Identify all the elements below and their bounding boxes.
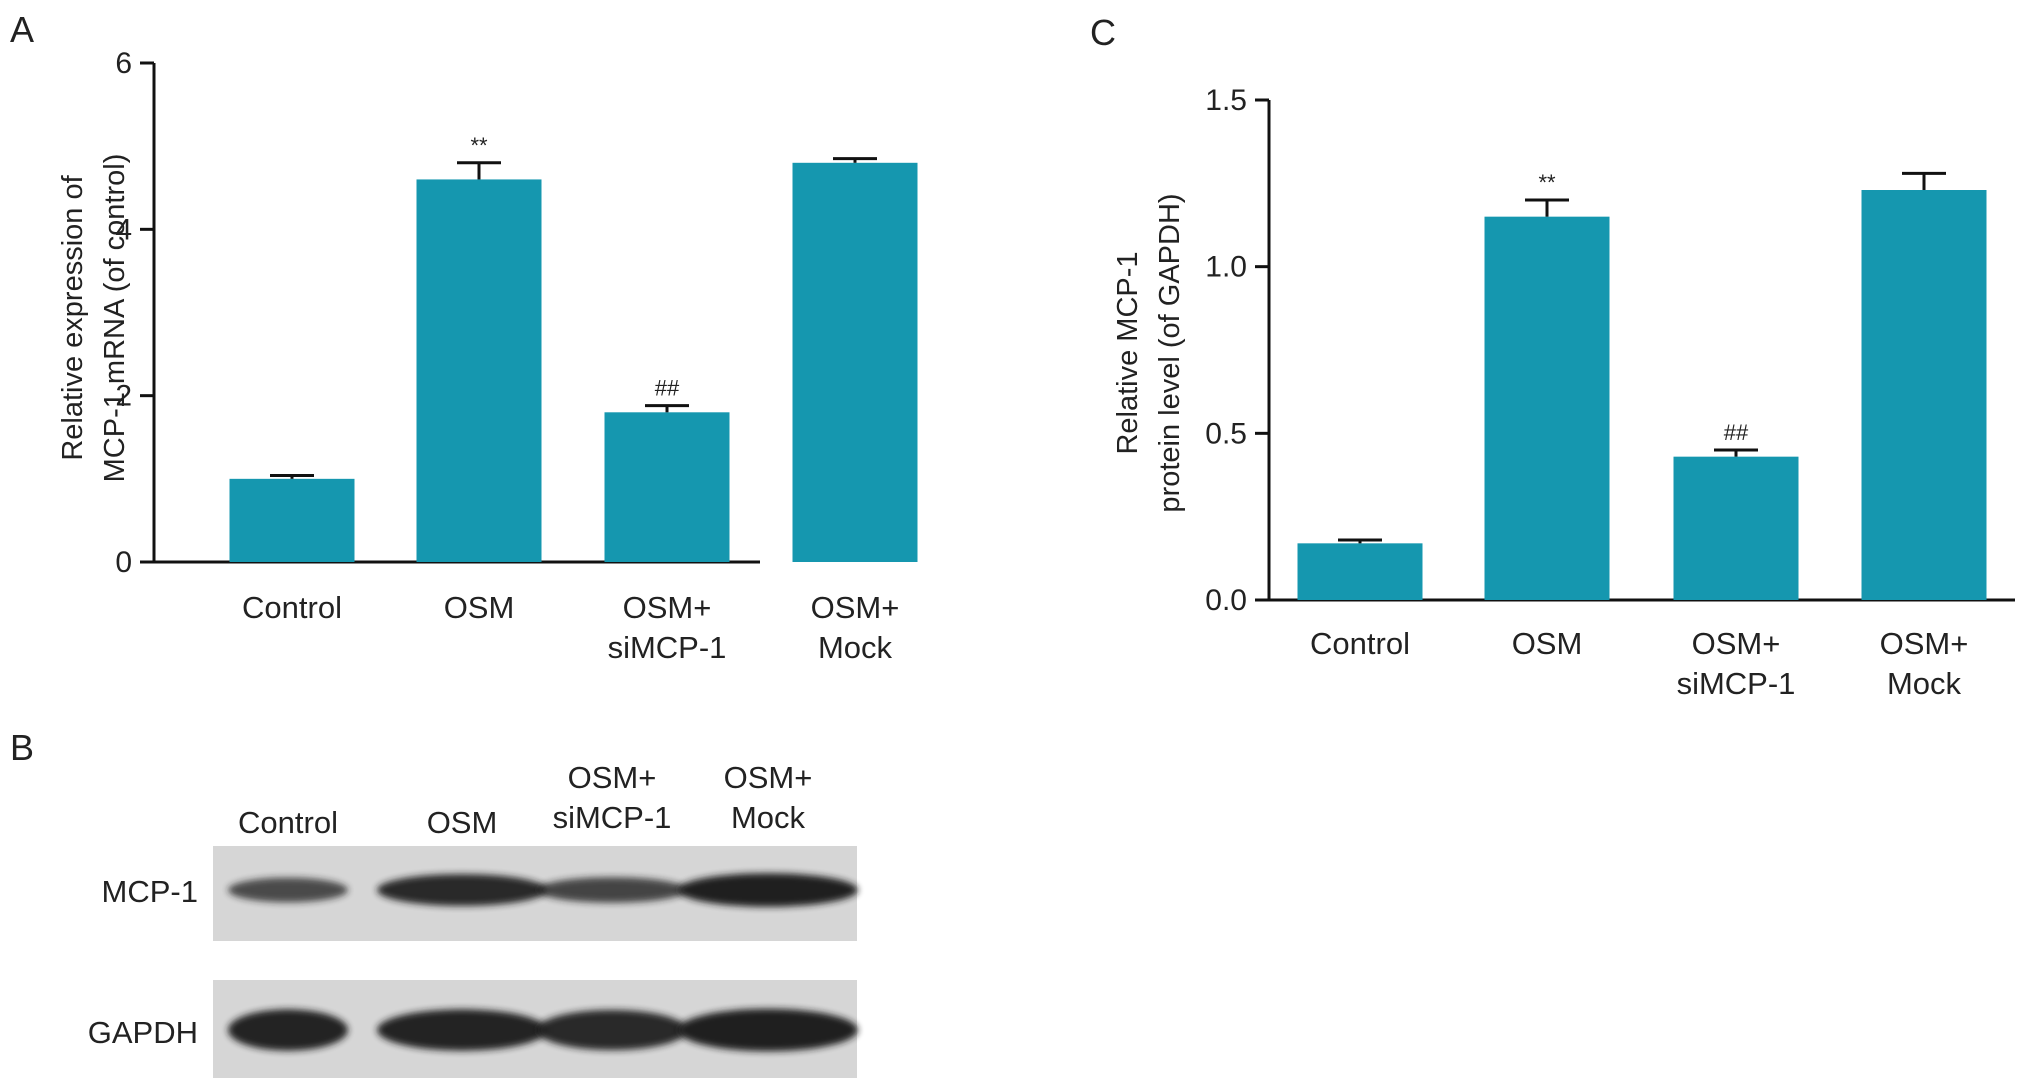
blot-band xyxy=(377,874,547,906)
chart-a-y-tick-label: 0 xyxy=(115,546,132,579)
chart-c-category-label: OSM+ siMCP-1 xyxy=(1677,626,1796,701)
panel-c-letter: C xyxy=(1090,12,1116,53)
chart-c-y-tick-label: 1.0 xyxy=(1205,251,1247,284)
chart-a-bar xyxy=(792,162,918,563)
panel-a-letter: A xyxy=(10,9,34,50)
chart-c-significance: ## xyxy=(1724,420,1749,445)
blot-band xyxy=(228,877,348,903)
chart-c: 0.0 0.5 1.0 1.5 Control ** OSM ## OSM+ siMCP-1 OSM… xyxy=(1112,84,2015,701)
chart-c-bar xyxy=(1673,456,1799,600)
blot-band xyxy=(678,873,858,907)
chart-a-category-label: OSM+ siMCP-1 xyxy=(608,590,727,665)
blot-band xyxy=(678,1008,858,1052)
chart-a-y-tick-label: 2 xyxy=(115,380,132,413)
blot-lane-label: OSM+ siMCP-1 xyxy=(553,760,672,835)
chart-c-bar xyxy=(1484,216,1610,600)
chart-c-y-tick-label: 0.0 xyxy=(1205,584,1247,617)
blot-lane-label: OSM+ Mock xyxy=(724,760,813,835)
chart-a-y-tick-label: 6 xyxy=(115,47,132,80)
chart-a-significance: ## xyxy=(655,376,680,401)
panel-b-letter: B xyxy=(10,727,34,768)
chart-a-y-axis-title: Relative expression of MCP-1 mRNA (of con… xyxy=(57,154,131,483)
chart-c-significance: ** xyxy=(1538,170,1556,195)
chart-a-bar xyxy=(604,412,730,562)
blot-row-label: MCP-1 xyxy=(102,874,198,909)
chart-c-y-tick-label: 1.5 xyxy=(1205,84,1247,117)
western-blot: Control OSM OSM+ siMCP-1 OSM+ Mock MCP-1 GAPDH xyxy=(88,760,858,1078)
chart-a-bar xyxy=(416,179,542,562)
blot-band xyxy=(537,1009,687,1051)
chart-c-category-label: OSM xyxy=(1512,626,1583,661)
chart-a-category-label: Control xyxy=(242,590,342,625)
chart-c-category-label: Control xyxy=(1310,626,1410,661)
blot-lane-label: Control xyxy=(238,805,338,840)
blot-lane-label: OSM xyxy=(427,805,498,840)
blot-band xyxy=(228,1009,348,1051)
chart-c-bar xyxy=(1297,543,1423,600)
chart-a-y-tick-label: 4 xyxy=(115,213,132,246)
chart-a-category-label: OSM xyxy=(444,590,515,625)
blot-row-label: GAPDH xyxy=(88,1015,198,1050)
chart-c-y-axis-title: Relative MCP-1 protein level (of GAPDH) xyxy=(1112,193,1186,512)
chart-a-significance: ** xyxy=(470,133,488,158)
chart-a-category-label: OSM+ Mock xyxy=(811,590,900,665)
chart-a-bar xyxy=(229,478,355,562)
chart-c-bar xyxy=(1861,190,1987,600)
chart-c-y-tick-label: 0.5 xyxy=(1205,417,1247,450)
blot-band xyxy=(537,877,687,903)
chart-c-category-label: OSM+ Mock xyxy=(1880,626,1969,701)
chart-a: 0 2 4 6 Control ** OSM ## OSM+ siMCP-1 OSM+ Mock Rel… xyxy=(57,47,918,665)
blot-band xyxy=(377,1009,547,1051)
